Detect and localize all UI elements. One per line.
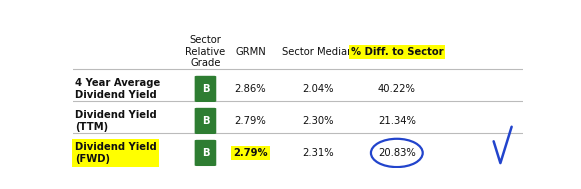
Text: % Diff. to Sector: % Diff. to Sector xyxy=(350,47,443,57)
FancyBboxPatch shape xyxy=(195,108,216,134)
Text: Dividend Yield
(FWD): Dividend Yield (FWD) xyxy=(75,142,157,164)
Text: Sector Median: Sector Median xyxy=(282,47,354,57)
Text: 21.34%: 21.34% xyxy=(378,116,416,126)
Text: 2.79%: 2.79% xyxy=(235,116,266,126)
Text: GRMN: GRMN xyxy=(235,47,266,57)
Text: 2.30%: 2.30% xyxy=(302,116,333,126)
Text: B: B xyxy=(202,116,209,126)
Text: 2.04%: 2.04% xyxy=(302,84,333,94)
FancyBboxPatch shape xyxy=(195,76,216,102)
Text: 4 Year Average
Dividend Yield: 4 Year Average Dividend Yield xyxy=(75,78,160,100)
Text: Sector
Relative
Grade: Sector Relative Grade xyxy=(185,35,225,68)
Text: 20.83%: 20.83% xyxy=(378,148,415,158)
Text: 2.79%: 2.79% xyxy=(233,148,268,158)
Text: B: B xyxy=(202,148,209,158)
Text: 2.31%: 2.31% xyxy=(302,148,334,158)
Text: B: B xyxy=(202,84,209,94)
Text: 2.86%: 2.86% xyxy=(235,84,266,94)
FancyBboxPatch shape xyxy=(195,140,216,166)
Text: Dividend Yield
(TTM): Dividend Yield (TTM) xyxy=(75,110,157,132)
Text: 40.22%: 40.22% xyxy=(378,84,416,94)
